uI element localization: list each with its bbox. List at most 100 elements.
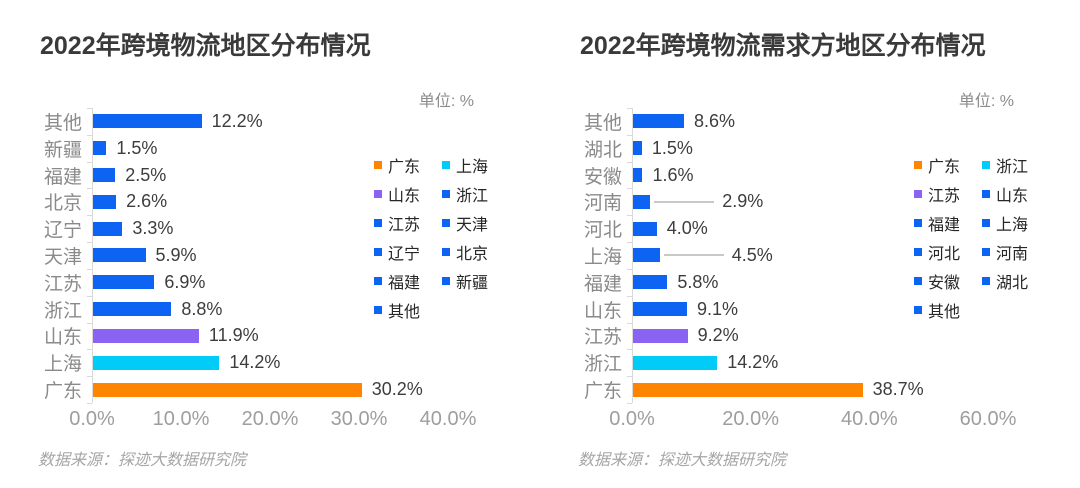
legend-label: 上海 [456, 158, 489, 176]
bar-row: 辽宁 3.3% [0, 215, 540, 242]
x-axis: 0.0% 20.0% 40.0% 60.0% [540, 403, 1080, 431]
category-label: 河北 [583, 220, 622, 242]
legend-item: 新疆 [442, 266, 510, 295]
legend-item: 福建 [374, 266, 442, 295]
legend-label: 辽宁 [388, 245, 421, 263]
legend-marker-icon [374, 218, 382, 227]
bar [633, 275, 668, 290]
legend-item: 浙江 [982, 150, 1050, 179]
y-axis-tick [627, 162, 632, 163]
bar-row: 广东 30.2% [0, 376, 540, 403]
legend-label: 河南 [996, 245, 1029, 263]
bar [93, 194, 117, 209]
bar [633, 194, 651, 209]
x-axis-tick-label: 0.0% [69, 408, 115, 430]
legend-item: 北京 [442, 237, 510, 266]
bar-row: 上海 14.2% [0, 349, 540, 376]
leader-line [654, 200, 715, 203]
y-axis-tick [87, 108, 92, 109]
x-axis-tick-label: 40.0% [419, 408, 477, 430]
value-label: 5.9% [155, 244, 197, 265]
value-label: 9.1% [696, 298, 739, 319]
bar [93, 328, 199, 343]
legend-marker-icon [374, 247, 382, 256]
bar-row: 浙江 14.2% [540, 349, 1080, 376]
x-axis-tick-label: 0.0% [609, 408, 655, 430]
value-label: 2.9% [722, 191, 764, 212]
value-label: 38.7% [872, 379, 924, 400]
legend-marker-icon [374, 160, 382, 169]
x-axis-tick-label: 20.0% [722, 408, 780, 430]
legend-label: 北京 [456, 245, 489, 263]
legend-marker-icon [914, 160, 922, 169]
bar-row: 新疆 1.5% [0, 135, 540, 162]
category-label: 浙江 [583, 354, 622, 376]
value-label: 30.2% [371, 379, 423, 400]
legend-label: 广东 [388, 158, 421, 176]
y-axis-tick [87, 323, 92, 324]
x-axis-tick-label: 10.0% [152, 408, 210, 430]
legend-label: 上海 [996, 216, 1029, 234]
legend-label: 福建 [928, 216, 961, 234]
bar-row: 其他 12.2% [0, 108, 540, 135]
value-label: 12.2% [211, 110, 263, 131]
value-label: 4.5% [731, 244, 773, 265]
legend-marker-icon [982, 247, 990, 256]
bar [93, 114, 202, 129]
legend-label: 福建 [388, 274, 421, 292]
y-axis-tick [627, 188, 632, 189]
category-label: 福建 [583, 273, 622, 295]
x-axis-tick-label: 60.0% [959, 408, 1017, 430]
value-label: 8.8% [181, 298, 223, 319]
legend-item: 其他 [374, 295, 442, 324]
category-label: 广东 [583, 381, 622, 403]
legend-marker-icon [982, 218, 990, 227]
y-axis-tick [87, 162, 92, 163]
bar [633, 355, 718, 370]
legend-marker-icon [374, 189, 382, 198]
legend: 广东 浙江 江苏 山东 福建 上海 河北 河南 安徽 湖北 其他 [914, 150, 1050, 324]
legend-label: 山东 [388, 187, 421, 205]
category-label: 广东 [43, 381, 82, 403]
legend-item: 天津 [442, 208, 510, 237]
legend-marker-icon [914, 189, 922, 198]
y-axis-tick [627, 323, 632, 324]
category-label: 天津 [43, 246, 82, 268]
legend-item: 安徽 [914, 266, 982, 295]
legend-marker-icon [982, 160, 990, 169]
category-label: 其他 [583, 112, 622, 134]
value-label: 5.8% [677, 271, 719, 292]
legend-item: 河北 [914, 237, 982, 266]
y-axis-tick [627, 269, 632, 270]
y-axis-tick [627, 296, 632, 297]
legend-label: 天津 [456, 216, 489, 234]
legend-item: 山东 [982, 179, 1050, 208]
bar [633, 382, 863, 397]
y-axis-tick [627, 215, 632, 216]
leader-line [663, 254, 724, 257]
legend-marker-icon [982, 276, 990, 285]
legend-item: 江苏 [914, 179, 982, 208]
legend-marker-icon [374, 305, 382, 314]
y-axis-tick [87, 135, 92, 136]
x-axis-tick-label: 20.0% [241, 408, 299, 430]
category-label: 新疆 [43, 139, 82, 161]
bar [633, 302, 687, 317]
value-label: 1.5% [116, 137, 158, 158]
chart-title: 2022年跨境物流需求方地区分布情况 [580, 32, 986, 60]
value-label: 8.6% [694, 110, 736, 131]
bar [633, 328, 688, 343]
unit-label: 单位: % [958, 93, 1014, 110]
bar [93, 382, 362, 397]
category-label: 河南 [583, 193, 622, 215]
category-label: 山东 [43, 327, 82, 349]
bar-row: 福建 5.8% [540, 269, 1080, 296]
legend-item: 浙江 [442, 179, 510, 208]
category-label: 浙江 [43, 300, 82, 322]
legend-label: 广东 [928, 158, 961, 176]
legend-item: 湖北 [982, 266, 1050, 295]
y-axis-tick [87, 215, 92, 216]
y-axis-line [92, 108, 93, 403]
unit-label: 单位: % [418, 93, 474, 110]
